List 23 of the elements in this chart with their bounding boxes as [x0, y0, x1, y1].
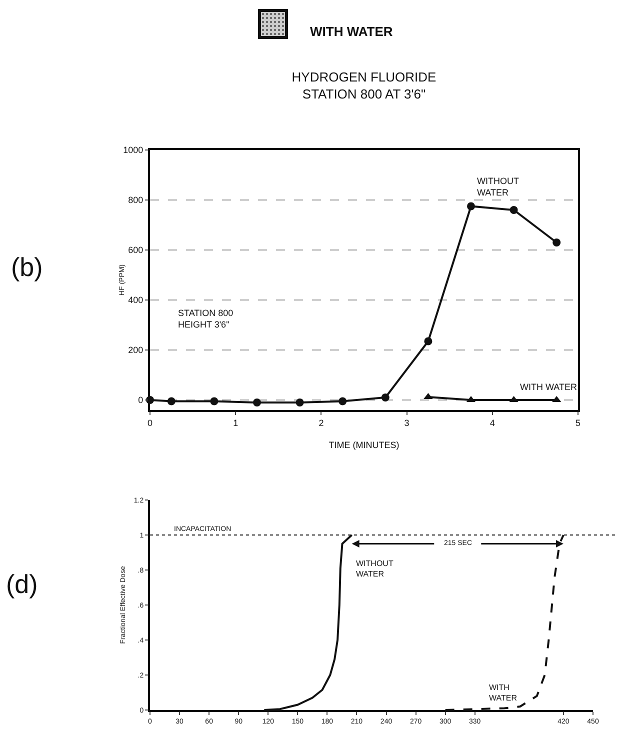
- y-tick-label: 200: [128, 345, 144, 356]
- x-axis-title: TIME (MINUTES): [328, 440, 400, 450]
- x-tick-label: 3: [404, 418, 410, 428]
- text: WITH WATER: [310, 24, 394, 39]
- annotation: WITHOUT WATER: [477, 176, 520, 198]
- annotation: STATION 800 HEIGHT 3'6": [178, 308, 234, 330]
- y-tick-label: 600: [128, 245, 144, 256]
- y-tick-label: 800: [128, 195, 144, 206]
- y-tick-label: 400: [128, 295, 144, 306]
- annotation: WITH WATER: [520, 382, 578, 392]
- x-tick-label: 1: [233, 418, 238, 428]
- chart-title: HYDROGEN FLUORIDE: [292, 70, 437, 85]
- x-tick-label: 2: [318, 418, 324, 428]
- text: (b): [11, 252, 43, 282]
- text: (d): [6, 569, 38, 599]
- y-tick-label: 0: [138, 395, 144, 406]
- y-tick-label: 1000: [123, 145, 144, 156]
- x-tick-label: 5: [575, 418, 581, 428]
- annotation: WITH WATER: [489, 683, 518, 702]
- x-tick-label: 4: [490, 418, 495, 428]
- x-tick-label: 0: [147, 418, 153, 428]
- annotation: WITHOUT WATER: [356, 559, 394, 578]
- chart-subtitle: STATION 800 AT 3'6": [302, 86, 426, 102]
